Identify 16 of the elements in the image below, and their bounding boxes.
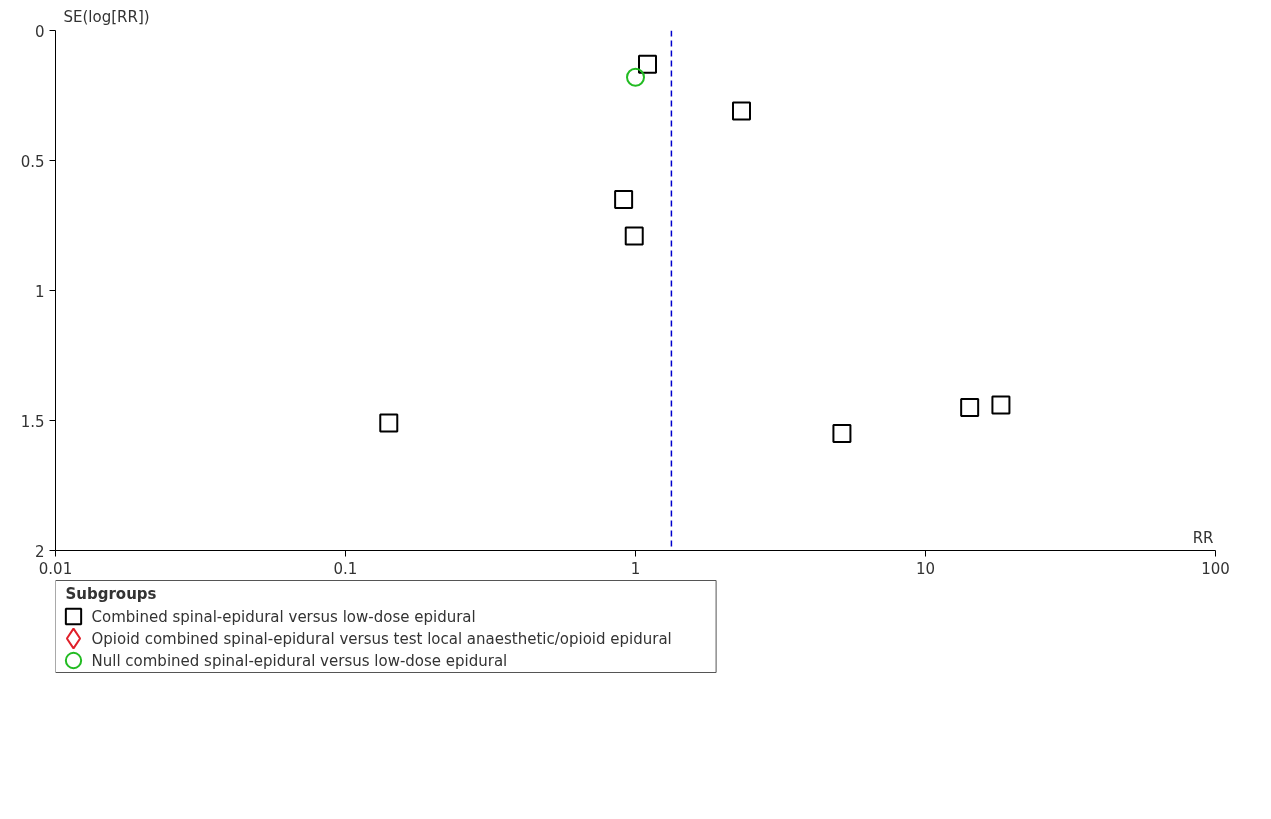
legend-label: Combined spinal-epidural versus low-dose epidural [91,607,476,626]
x-tick-label: 0.1 [333,559,358,578]
y-tick-label: 2 [34,542,45,561]
y-tick-label: 1 [34,282,45,301]
y-axis-title: SE(log[RR]) [63,7,150,26]
y-tick-label: 0 [34,22,45,41]
x-tick-label: 100 [1201,559,1230,578]
y-tick-label: 1.5 [20,412,45,431]
legend-label: Null combined spinal-epidural versus low-dose epidural [91,651,508,670]
x-axis-title: RR [1192,528,1214,547]
x-tick-label: 10 [915,559,936,578]
y-tick-label: 0.5 [20,152,45,171]
legend-title: Subgroups [65,584,157,603]
x-tick-label: 1 [630,559,641,578]
x-tick-label: 0.01 [38,559,73,578]
legend-label: Opioid combined spinal-epidural versus test local anaesthetic/opioid epidural [91,629,672,648]
